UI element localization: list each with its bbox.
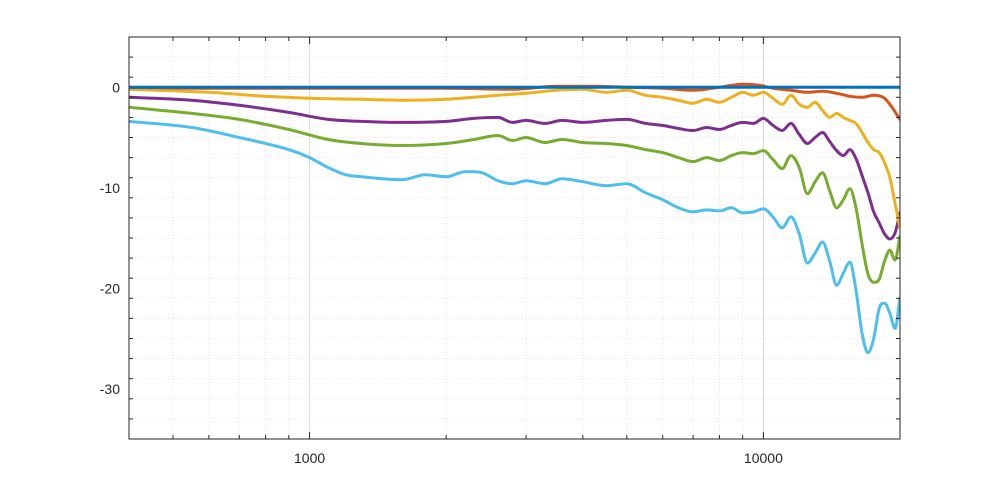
series-line-6 <box>129 119 900 355</box>
series-line-4 <box>129 95 900 241</box>
ticks <box>128 36 901 440</box>
plot-area <box>129 37 900 439</box>
tick-labels: 1000 10000 0 -10 -20 -30 <box>100 79 783 466</box>
series-layer <box>129 82 900 355</box>
y-tick-label: -20 <box>100 280 120 296</box>
series-line-5 <box>129 105 900 284</box>
y-tick-label: -30 <box>100 381 120 397</box>
series-line-3 <box>129 87 900 230</box>
x-tick-label: 1000 <box>294 450 325 466</box>
x-tick-label: 10000 <box>744 450 783 466</box>
y-tick-label: -10 <box>100 180 120 196</box>
y-tick-label: 0 <box>112 79 120 95</box>
